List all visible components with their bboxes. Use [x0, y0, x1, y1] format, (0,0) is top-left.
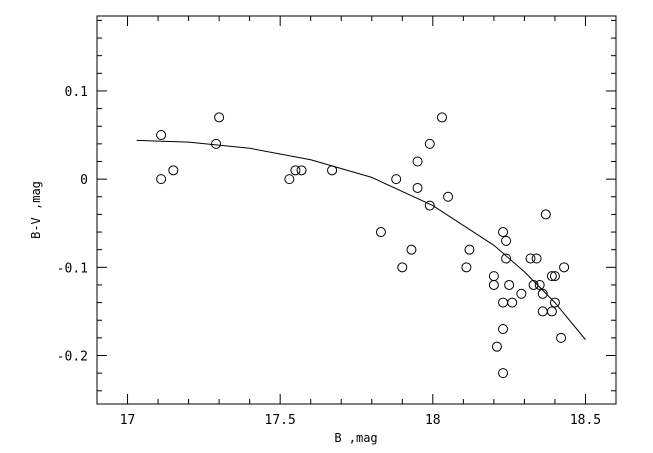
y-tick-label: 0.1	[65, 85, 88, 100]
data-point	[488, 279, 499, 290]
data-point	[528, 279, 539, 290]
data-point	[549, 271, 560, 282]
data-point	[211, 138, 222, 149]
data-point	[498, 368, 509, 379]
data-point	[498, 227, 509, 238]
data-point	[537, 288, 548, 299]
data-point	[461, 262, 472, 273]
points-layer	[156, 112, 570, 379]
data-point	[375, 227, 386, 238]
curve-layer	[136, 139, 586, 340]
data-point	[397, 262, 408, 273]
data-point	[290, 165, 301, 176]
y-tick-label: -0.1	[57, 261, 88, 276]
plot-frame	[96, 15, 617, 405]
data-point	[443, 191, 454, 202]
data-point	[546, 271, 557, 282]
x-tick-label: 17	[120, 413, 136, 428]
data-point	[498, 297, 509, 308]
data-point	[391, 174, 402, 185]
data-point	[556, 332, 567, 343]
x-tick-label: 17.5	[265, 413, 296, 428]
data-point	[516, 288, 527, 299]
x-tick-label: 18	[425, 413, 441, 428]
data-point	[501, 253, 512, 264]
data-point	[406, 244, 417, 255]
data-point	[327, 165, 338, 176]
data-point	[559, 262, 570, 273]
data-point	[214, 112, 225, 123]
data-point	[546, 306, 557, 317]
y-tick-label: -0.2	[57, 350, 88, 365]
data-point	[464, 244, 475, 255]
data-point	[501, 235, 512, 246]
x-tick-label: 18.5	[570, 413, 601, 428]
ticks-layer	[96, 16, 617, 404]
data-point	[424, 200, 435, 211]
data-point	[436, 112, 447, 123]
data-point	[168, 165, 179, 176]
data-point	[284, 174, 295, 185]
data-point	[504, 279, 515, 290]
x-axis-label: B ,mag	[334, 431, 377, 445]
data-point	[525, 253, 536, 264]
data-point	[156, 130, 167, 141]
fit-curve	[136, 139, 586, 340]
data-point	[537, 306, 548, 317]
data-point	[412, 156, 423, 167]
data-point	[412, 182, 423, 193]
data-point	[534, 279, 545, 290]
data-point	[549, 297, 560, 308]
data-point	[296, 165, 307, 176]
data-point	[507, 297, 518, 308]
data-point	[491, 341, 502, 352]
data-point	[540, 209, 551, 220]
data-point	[424, 138, 435, 149]
y-tick-label: 0	[80, 173, 88, 188]
data-point	[156, 174, 167, 185]
data-point	[498, 324, 509, 335]
y-axis-label: B-V ,mag	[29, 181, 43, 239]
data-point	[488, 271, 499, 282]
data-point	[531, 253, 542, 264]
tick-labels-layer: 17 17.5 18 18.5 0.1 0 -0.1 -0.2	[57, 85, 601, 428]
